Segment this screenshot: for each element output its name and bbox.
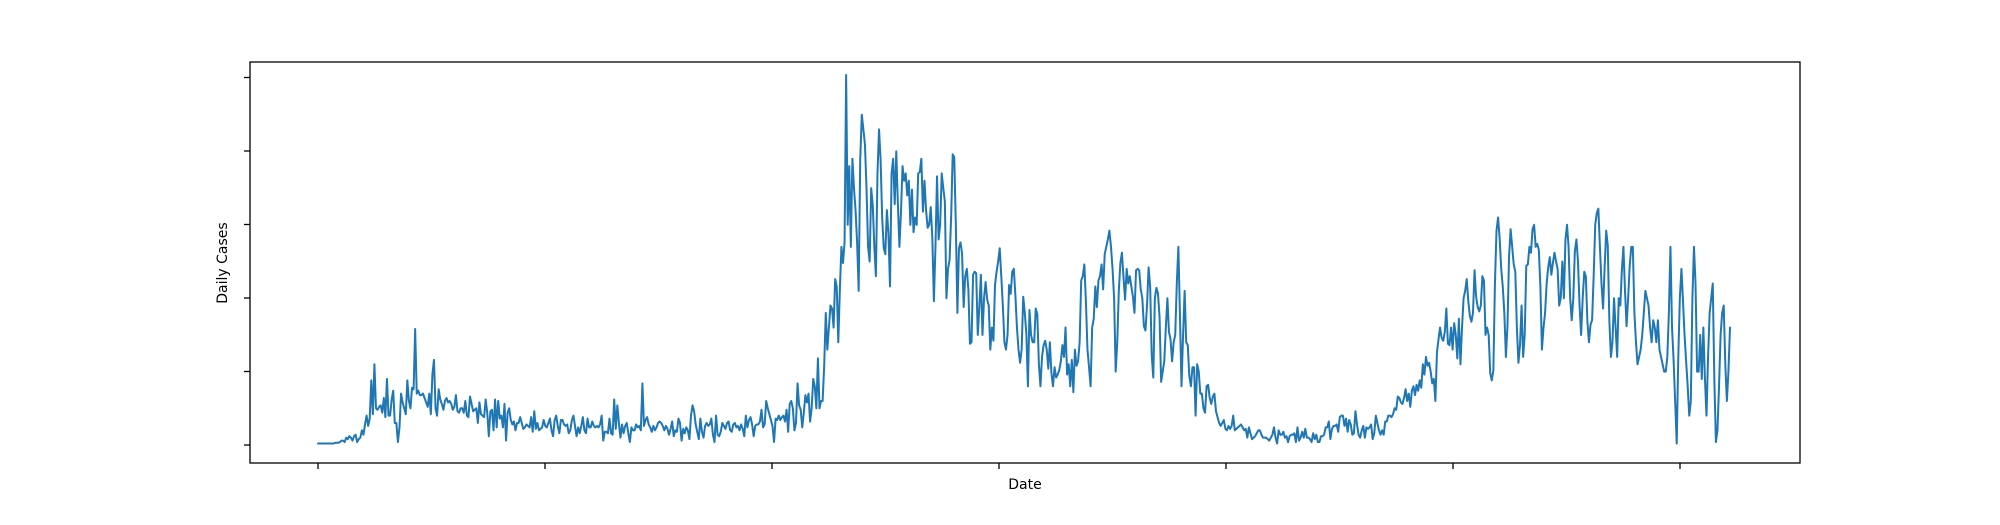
series-line-daily-cases <box>317 74 1731 445</box>
y-axis-label: Daily Cases <box>215 222 231 303</box>
plot-area-frame <box>249 61 1801 464</box>
y-axis-ticks <box>244 76 250 446</box>
x-axis-label: Date <box>1008 477 1041 493</box>
x-axis-ticks <box>317 463 1681 469</box>
